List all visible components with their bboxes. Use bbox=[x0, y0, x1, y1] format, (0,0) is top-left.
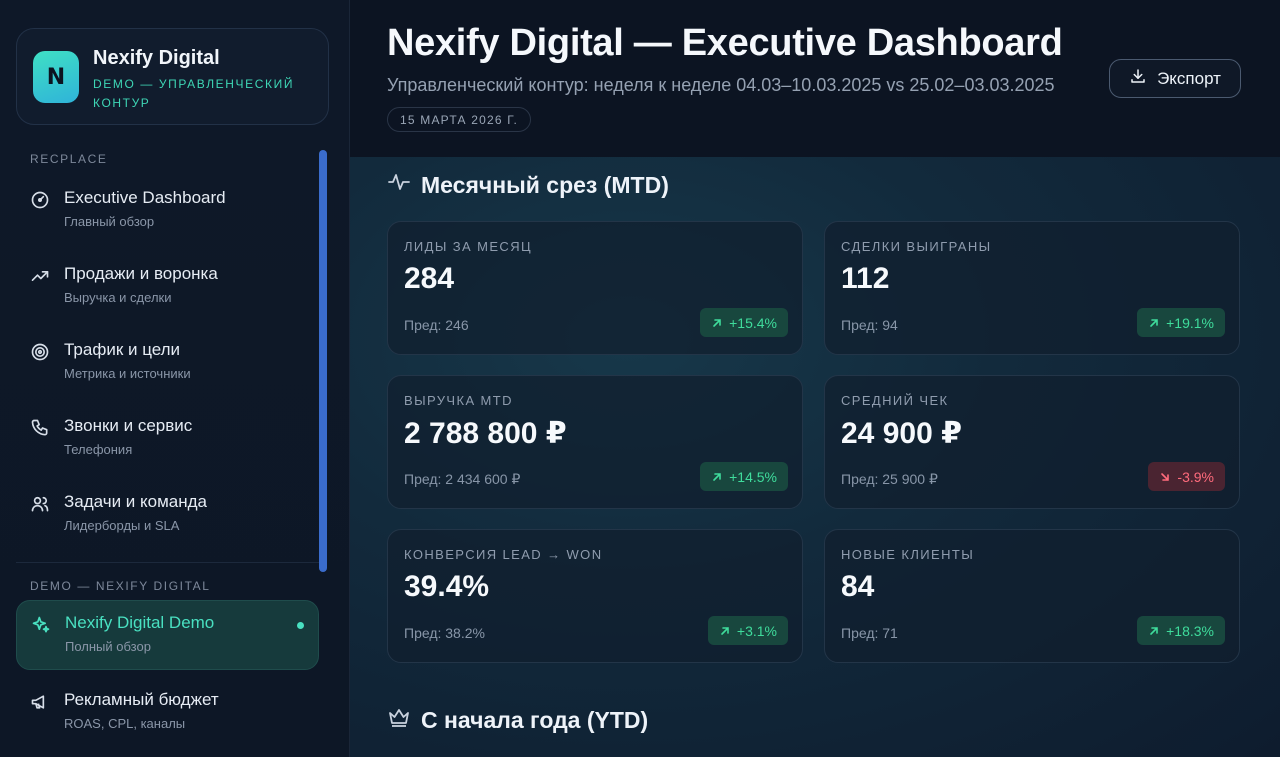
kpi-previous: Пред: 38.2% bbox=[404, 625, 485, 641]
kpi-delta-value: +15.4% bbox=[729, 314, 777, 331]
kpi-value: 24 900 ₽ bbox=[841, 417, 962, 450]
export-button[interactable]: Экспорт bbox=[1109, 59, 1241, 98]
crown-icon bbox=[387, 705, 411, 735]
kpi-delta-badge: +18.3% bbox=[1137, 616, 1225, 645]
sidebar-item-sales[interactable]: Продажи и воронка Выручка и сделки bbox=[16, 252, 319, 322]
page-header: Nexify Digital — Executive Dashboard Упр… bbox=[350, 0, 1280, 157]
kpi-label: СДЕЛКИ ВЫИГРАНЫ bbox=[841, 239, 992, 254]
nav-subtitle: Полный обзор bbox=[65, 639, 151, 654]
pulse-icon bbox=[387, 170, 411, 200]
kpi-delta-value: +14.5% bbox=[729, 468, 777, 485]
kpi-label: НОВЫЕ КЛИЕНТЫ bbox=[841, 547, 975, 562]
kpi-card-deals-won: СДЕЛКИ ВЫИГРАНЫ 112 Пред: 94 +19.1% bbox=[824, 221, 1240, 355]
nav-title: Трафик и цели bbox=[64, 340, 181, 359]
gauge-icon bbox=[30, 190, 50, 210]
kpi-previous: Пред: 94 bbox=[841, 317, 898, 333]
arrow-down-right-icon bbox=[1161, 472, 1170, 481]
sidebar-item-tasks[interactable]: Задачи и команда Лидерборды и SLA bbox=[16, 480, 319, 550]
kpi-delta-value: -3.9% bbox=[1177, 468, 1214, 485]
brand-card[interactable]: N Nexify Digital DEMO — УПРАВЛЕНЧЕСКИЙ К… bbox=[16, 28, 329, 125]
kpi-previous: Пред: 2 434 600 ₽ bbox=[404, 471, 521, 487]
sidebar-scrollbar[interactable] bbox=[319, 150, 327, 572]
kpi-previous: Пред: 25 900 ₽ bbox=[841, 471, 938, 487]
page-title: Nexify Digital — Executive Dashboard bbox=[387, 22, 1063, 64]
kpi-value: 2 788 800 ₽ bbox=[404, 417, 567, 450]
nav-subtitle: ROAS, CPL, каналы bbox=[64, 716, 186, 731]
arrow-up-right-icon bbox=[1150, 626, 1158, 635]
sidebar-item-traffic[interactable]: Трафик и цели Метрика и источники bbox=[16, 328, 319, 398]
trend-up-icon bbox=[30, 266, 50, 286]
nav-title: Продажи и воронка bbox=[64, 264, 218, 283]
section-mtd: Месячный срез (MTD) bbox=[387, 170, 669, 200]
nav-subtitle: Выручка и сделки bbox=[64, 290, 172, 305]
sidebar-item-nexify-demo[interactable]: Nexify Digital Demo Полный обзор bbox=[16, 600, 319, 670]
kpi-previous: Пред: 71 bbox=[841, 625, 898, 641]
kpi-delta-badge: -3.9% bbox=[1148, 462, 1225, 491]
sparkles-icon bbox=[31, 615, 51, 635]
arrow-up-right-icon bbox=[713, 318, 721, 327]
kpi-delta-value: +3.1% bbox=[736, 622, 777, 639]
arrow-up-right-icon bbox=[721, 626, 729, 635]
kpi-label: СРЕДНИЙ ЧЕК bbox=[841, 393, 949, 408]
brand-name: Nexify Digital bbox=[93, 47, 220, 69]
arrow-up-right-icon bbox=[1150, 318, 1158, 327]
nav-subtitle: Телефония bbox=[64, 442, 133, 457]
arrow-up-right-icon bbox=[713, 472, 721, 481]
section-title: Месячный срез (MTD) bbox=[421, 171, 669, 198]
kpi-delta-value: +18.3% bbox=[1166, 622, 1214, 639]
brand-subtitle: DEMO — УПРАВЛЕНЧЕСКИЙ КОНТУР bbox=[93, 77, 295, 110]
kpi-delta-badge: +3.1% bbox=[707, 616, 788, 645]
sidebar-item-calls[interactable]: Звонки и сервис Телефония bbox=[16, 404, 319, 474]
nav-subtitle: Метрика и источники bbox=[64, 366, 191, 381]
sidebar: N Nexify Digital DEMO — УПРАВЛЕНЧЕСКИЙ К… bbox=[0, 0, 350, 757]
kpi-card-revenue: ВЫРУЧКА MTD 2 788 800 ₽ Пред: 2 434 600 … bbox=[387, 375, 803, 509]
date-badge: 15 МАРТА 2026 Г. bbox=[387, 107, 532, 132]
nav-title: Звонки и сервис bbox=[64, 416, 193, 435]
sidebar-divider bbox=[16, 562, 319, 563]
download-icon bbox=[1129, 67, 1147, 90]
main-content: Месячный срез (MTD) ЛИДЫ ЗА МЕСЯЦ 284 Пр… bbox=[350, 157, 1280, 757]
nav-title: Рекламный бюджет bbox=[64, 690, 219, 709]
kpi-delta-value: +19.1% bbox=[1166, 314, 1214, 331]
sidebar-item-ad-budget[interactable]: Рекламный бюджет ROAS, CPL, каналы bbox=[16, 678, 319, 748]
kpi-card-conversion: КОНВЕРСИЯ LEAD → WON 39.4% Пред: 38.2% +… bbox=[387, 529, 803, 663]
kpi-card-leads: ЛИДЫ ЗА МЕСЯЦ 284 Пред: 246 +15.4% bbox=[387, 221, 803, 355]
kpi-card-average-check: СРЕДНИЙ ЧЕК 24 900 ₽ Пред: 25 900 ₽ -3.9… bbox=[824, 375, 1240, 509]
section-ytd: С начала года (YTD) bbox=[387, 705, 648, 735]
brand-logo: N bbox=[33, 51, 79, 103]
section-title: С начала года (YTD) bbox=[421, 706, 649, 733]
kpi-label: ВЫРУЧКА MTD bbox=[404, 393, 513, 408]
nav-title: Nexify Digital Demo bbox=[65, 613, 215, 632]
sidebar-section-label: DEMO — NEXIFY DIGITAL bbox=[30, 579, 211, 593]
kpi-delta-badge: +19.1% bbox=[1137, 308, 1225, 337]
kpi-label: КОНВЕРСИЯ LEAD → WON bbox=[404, 547, 603, 562]
sidebar-item-executive-dashboard[interactable]: Executive Dashboard Главный обзор bbox=[16, 176, 319, 246]
kpi-card-new-clients: НОВЫЕ КЛИЕНТЫ 84 Пред: 71 +18.3% bbox=[824, 529, 1240, 663]
nav-title: Executive Dashboard bbox=[64, 188, 226, 207]
kpi-value: 284 bbox=[404, 262, 455, 295]
nav-subtitle: Главный обзор bbox=[64, 214, 155, 229]
kpi-value: 84 bbox=[841, 570, 875, 603]
users-icon bbox=[30, 494, 50, 514]
kpi-value: 39.4% bbox=[404, 570, 490, 603]
megaphone-icon bbox=[30, 692, 50, 712]
kpi-previous: Пред: 246 bbox=[404, 317, 469, 333]
kpi-label: ЛИДЫ ЗА МЕСЯЦ bbox=[404, 239, 533, 254]
export-label: Экспорт bbox=[1157, 68, 1221, 88]
kpi-delta-badge: +15.4% bbox=[700, 308, 788, 337]
target-icon bbox=[30, 342, 50, 362]
sidebar-section-label: RECPLACE bbox=[30, 152, 108, 166]
kpi-value: 112 bbox=[841, 262, 890, 295]
phone-icon bbox=[30, 418, 50, 438]
nav-subtitle: Лидерборды и SLA bbox=[64, 518, 180, 533]
nav-title: Задачи и команда bbox=[64, 492, 208, 511]
page-subtitle: Управленческий контур: неделя к неделе 0… bbox=[387, 75, 1055, 95]
active-indicator-dot bbox=[297, 622, 304, 629]
kpi-delta-badge: +14.5% bbox=[700, 462, 788, 491]
